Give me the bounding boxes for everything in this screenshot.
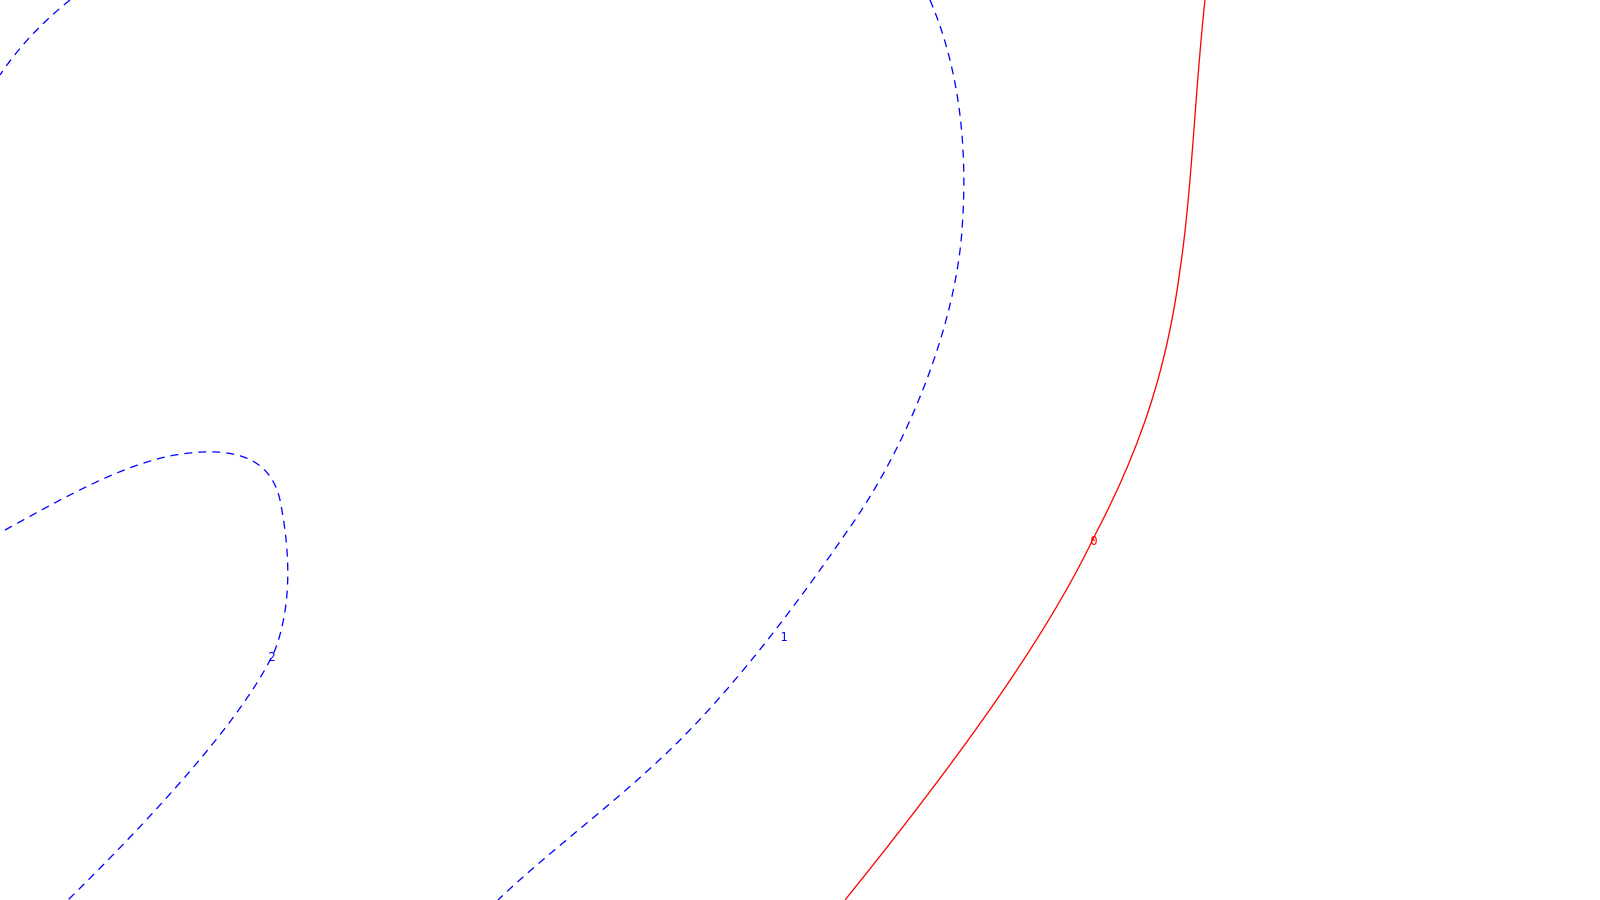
contour-label-level-1: 1 xyxy=(780,630,787,644)
contour-label-level-0: 0 xyxy=(1090,534,1097,548)
contour-line-level-1 xyxy=(497,0,965,900)
contour-line-level-2-lower xyxy=(4,451,289,900)
contour-line-level-0 xyxy=(844,0,1206,900)
contour-line-level-2-upper xyxy=(0,0,71,76)
contour-label-level-2: 2 xyxy=(268,650,275,664)
